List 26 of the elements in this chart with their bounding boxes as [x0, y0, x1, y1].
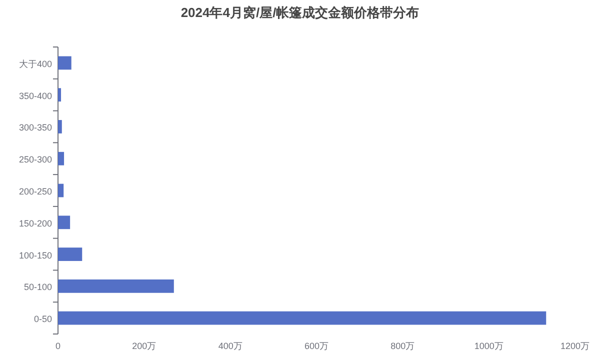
bar	[58, 88, 62, 102]
y-tick-label: 200-250	[18, 186, 52, 196]
bar	[58, 311, 546, 325]
y-tick-label: 0-50	[34, 314, 52, 324]
bar	[58, 248, 82, 261]
x-tick-label: 1200万	[560, 341, 590, 351]
y-tick-label: 100-150	[18, 250, 52, 260]
x-tick-label: 600万	[304, 341, 329, 351]
y-tick-label: 350-400	[18, 90, 52, 101]
chart-title: 2024年4月窝/屋/帐篷成交金额价格带分布	[180, 5, 420, 20]
x-tick-label: 800万	[390, 341, 415, 351]
bar	[58, 216, 70, 230]
y-tick-label: 50-100	[24, 282, 52, 292]
x-tick-label: 200万	[132, 341, 156, 351]
bar	[58, 152, 64, 166]
bar	[58, 279, 174, 293]
bar	[58, 56, 72, 70]
bar	[58, 184, 64, 198]
bar	[58, 120, 62, 134]
y-tick-label: 大于400	[18, 58, 52, 69]
y-tick-label: 300-350	[18, 122, 52, 133]
x-tick-label: 1000万	[474, 341, 504, 351]
x-tick-label: 0	[55, 341, 61, 351]
y-tick-label: 250-300	[18, 154, 52, 165]
x-tick-label: 400万	[218, 341, 242, 351]
y-tick-label: 150-200	[18, 218, 52, 228]
